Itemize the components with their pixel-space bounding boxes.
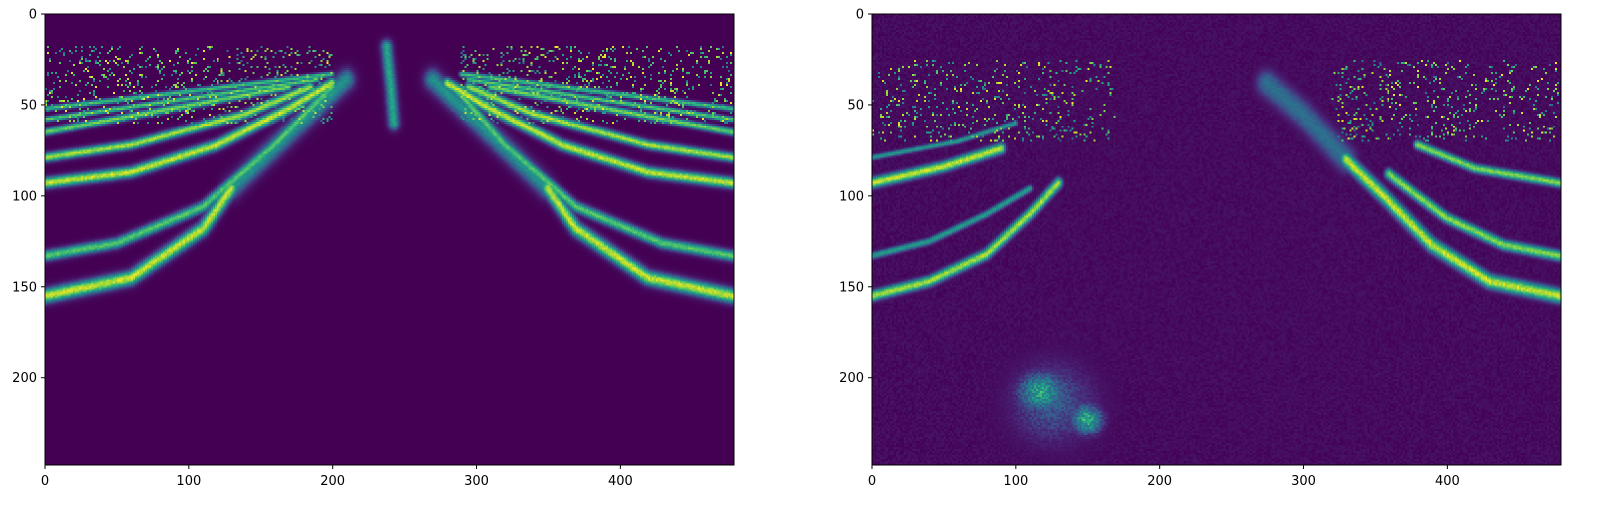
- y-tick-label-left-2: 100: [12, 189, 37, 204]
- heatmap-image-left: [45, 14, 734, 465]
- x-tick-label-left-1: 100: [176, 474, 201, 489]
- x-tick-label-right-4: 400: [1435, 474, 1460, 489]
- y-tick-label-right-0: 0: [856, 8, 864, 23]
- heatmap-panel-right: 0 100 200 300 400 0 50 100 150 200: [839, 8, 1562, 489]
- y-tick-label-left-0: 0: [29, 8, 37, 23]
- y-tick-label-left-3: 150: [12, 280, 37, 295]
- x-tick-label-right-0: 0: [868, 474, 876, 489]
- x-tick-label-left-0: 0: [41, 474, 49, 489]
- y-tick-label-right-1: 50: [847, 98, 864, 113]
- x-tick-label-right-1: 100: [1003, 474, 1028, 489]
- x-tick-label-left-2: 200: [320, 474, 345, 489]
- y-tick-label-right-2: 100: [839, 189, 864, 204]
- x-tick-label-right-3: 300: [1291, 474, 1316, 489]
- axes-frame-left: [44, 13, 735, 466]
- x-tick-label-left-3: 300: [464, 474, 489, 489]
- x-tick-label-left-4: 400: [608, 474, 633, 489]
- axes-frame-right: [871, 13, 1562, 466]
- y-tick-label-right-3: 150: [839, 280, 864, 295]
- heatmap-panel-left: 0 100 200 300 400 0 50 100 150 200: [12, 8, 735, 489]
- heatmap-image-right: [872, 14, 1561, 465]
- x-tick-label-right-2: 200: [1147, 474, 1172, 489]
- y-tick-label-left-1: 50: [20, 98, 37, 113]
- y-tick-label-right-4: 200: [839, 371, 864, 386]
- y-tick-label-left-4: 200: [12, 371, 37, 386]
